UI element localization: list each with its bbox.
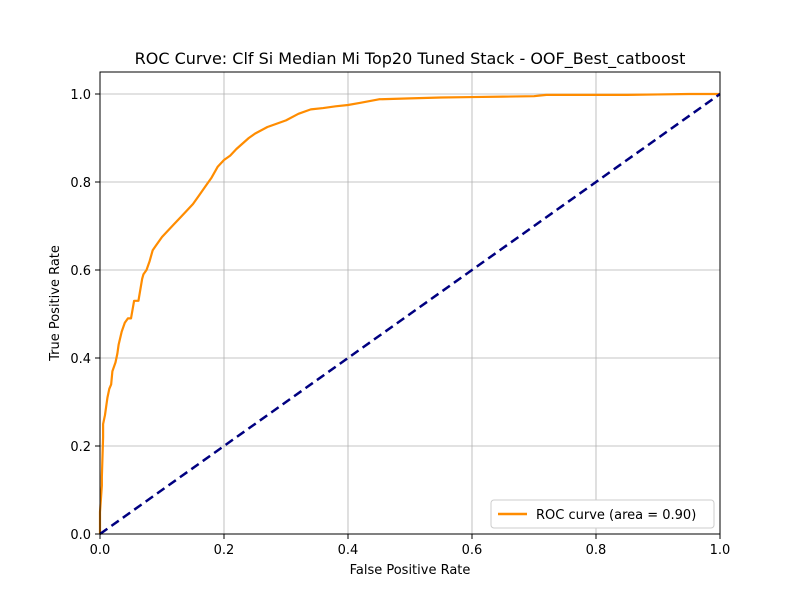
y-tick-label: 0.4 bbox=[70, 352, 91, 367]
legend-label-roc: ROC curve (area = 0.90) bbox=[536, 508, 696, 523]
grid-lines bbox=[99, 72, 721, 535]
x-tick-label: 0.2 bbox=[214, 543, 235, 558]
roc-curve-line bbox=[98, 92, 720, 534]
legend: ROC curve (area = 0.90) bbox=[490, 499, 715, 529]
plot-frame bbox=[99, 71, 721, 535]
x-tick-label: 0.4 bbox=[338, 543, 359, 558]
chart-title: ROC Curve: Clf Si Median Mi Top20 Tuned … bbox=[135, 49, 686, 69]
y-tick-label: 0.8 bbox=[70, 176, 91, 191]
x-tick-label: 0.6 bbox=[462, 543, 483, 558]
y-tick-label: 0.2 bbox=[70, 440, 91, 455]
x-tick-label: 1.0 bbox=[710, 543, 731, 558]
series-layer bbox=[98, 92, 721, 536]
x-axis-ticks: 0.0 0.2 0.4 0.6 0.8 1.0 bbox=[90, 534, 731, 558]
x-tick-label: 0.0 bbox=[90, 543, 111, 558]
y-tick-label: 0.6 bbox=[70, 264, 91, 279]
legend-box bbox=[490, 499, 715, 529]
y-axis-ticks: 0.0 0.2 0.4 0.6 0.8 1.0 bbox=[70, 88, 100, 543]
y-tick-label: 1.0 bbox=[70, 88, 91, 103]
chance-diagonal-line bbox=[99, 92, 721, 536]
y-tick-label: 0.0 bbox=[70, 528, 91, 543]
y-axis-label: True Positive Rate bbox=[48, 245, 63, 362]
x-axis-label: False Positive Rate bbox=[350, 563, 471, 578]
x-tick-label: 0.8 bbox=[586, 543, 607, 558]
